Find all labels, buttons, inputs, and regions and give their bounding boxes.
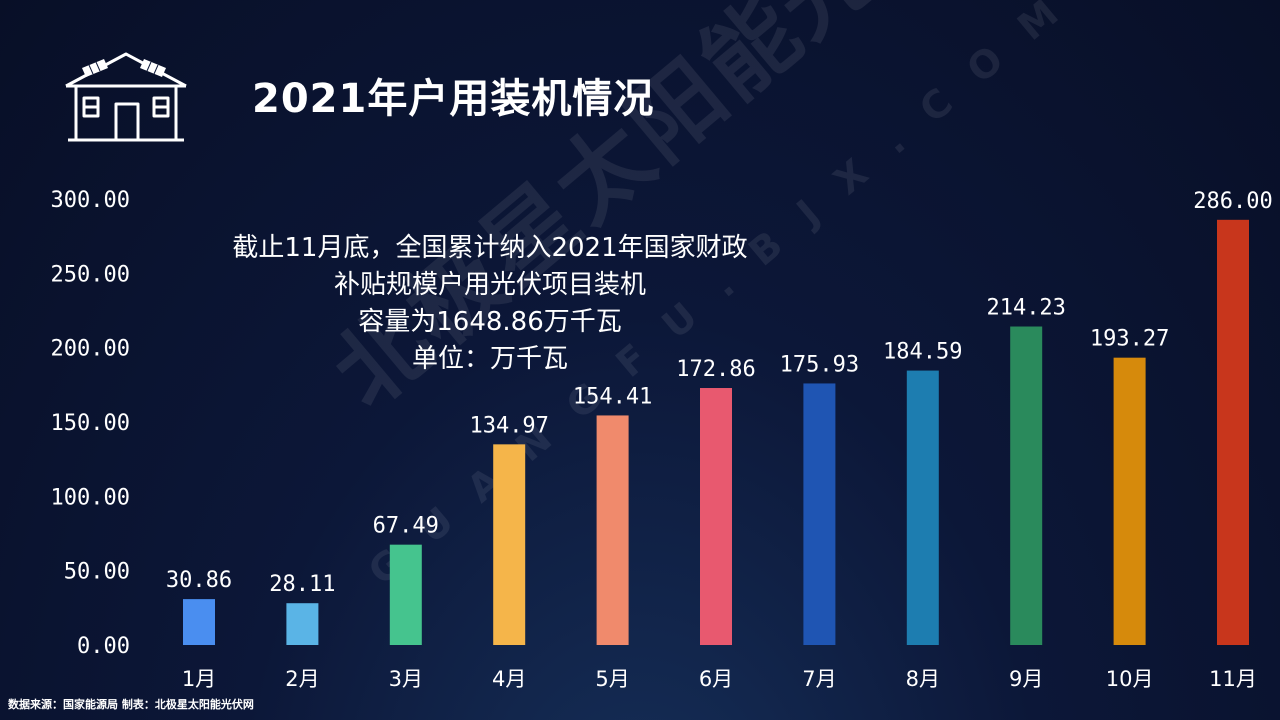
y-tick-label: 200.00 <box>51 337 130 362</box>
house-solar-icon <box>65 52 187 142</box>
x-tick-label: 7月 <box>802 667 836 691</box>
data-label: 134.97 <box>469 413 548 438</box>
annotation-text: 截止11月底，全国累计纳入2021年国家财政 补贴规模户用光伏项目装机 容量为1… <box>170 230 810 378</box>
data-labels: 30.86 28.11 67.49 134.97 154.41 172.86 175.93 1… <box>166 189 1273 597</box>
bar <box>803 383 836 645</box>
x-tick-label: 9月 <box>1009 667 1043 691</box>
y-axis: 0.00 50.00 100.00 150.00 200.00 250.00 300.00 <box>51 188 130 659</box>
x-tick-label: 10月 <box>1106 667 1154 691</box>
x-tick-label: 1月 <box>182 667 216 691</box>
y-tick-label: 0.00 <box>77 634 130 659</box>
x-tick-label: 3月 <box>389 667 423 691</box>
bar <box>596 415 629 645</box>
data-label: 193.27 <box>1090 327 1169 352</box>
bar <box>286 603 319 645</box>
x-tick-label: 11月 <box>1209 667 1257 691</box>
data-label: 184.59 <box>883 340 962 365</box>
x-axis-labels: 1月 2月 3月 4月 5月 6月 7月 8月 9月 10月 11月 <box>182 667 1257 691</box>
page-title: 2021年户用装机情况 <box>252 76 655 122</box>
x-tick-label: 6月 <box>699 667 733 691</box>
annotation-line-1: 截止11月底，全国累计纳入2021年国家财政 <box>232 233 748 263</box>
y-tick-label: 100.00 <box>51 485 130 510</box>
bar <box>493 444 526 645</box>
bar <box>700 388 732 645</box>
annotation-line-2: 补贴规模户用光伏项目装机 <box>333 270 646 300</box>
data-label: 175.93 <box>780 352 859 377</box>
x-tick-label: 5月 <box>595 667 629 691</box>
data-label: 286.00 <box>1193 189 1272 214</box>
bar <box>1217 219 1249 645</box>
x-tick-label: 8月 <box>906 667 940 691</box>
y-tick-label: 250.00 <box>51 262 130 287</box>
annotation-line-3: 容量为1648.86万千瓦 <box>358 307 622 337</box>
source-note: 数据来源：国家能源局 制表：北极星太阳能光伏网 <box>8 698 254 711</box>
bar <box>906 370 939 645</box>
x-tick-label: 4月 <box>492 667 526 691</box>
data-label: 28.11 <box>269 572 335 597</box>
annotation-line-4: 单位：万千瓦 <box>411 344 568 374</box>
y-tick-label: 150.00 <box>51 411 130 436</box>
bar <box>389 544 422 645</box>
data-label: 67.49 <box>373 514 439 539</box>
data-label: 154.41 <box>573 384 652 409</box>
bar <box>1010 326 1043 645</box>
bars <box>183 219 1249 645</box>
bar <box>183 599 215 645</box>
data-label: 214.23 <box>986 296 1065 321</box>
data-label: 172.86 <box>676 357 755 382</box>
y-tick-label: 50.00 <box>64 560 130 585</box>
y-tick-label: 300.00 <box>51 188 130 213</box>
data-label: 30.86 <box>166 568 232 593</box>
x-tick-label: 2月 <box>285 667 319 691</box>
bar <box>1113 357 1146 645</box>
